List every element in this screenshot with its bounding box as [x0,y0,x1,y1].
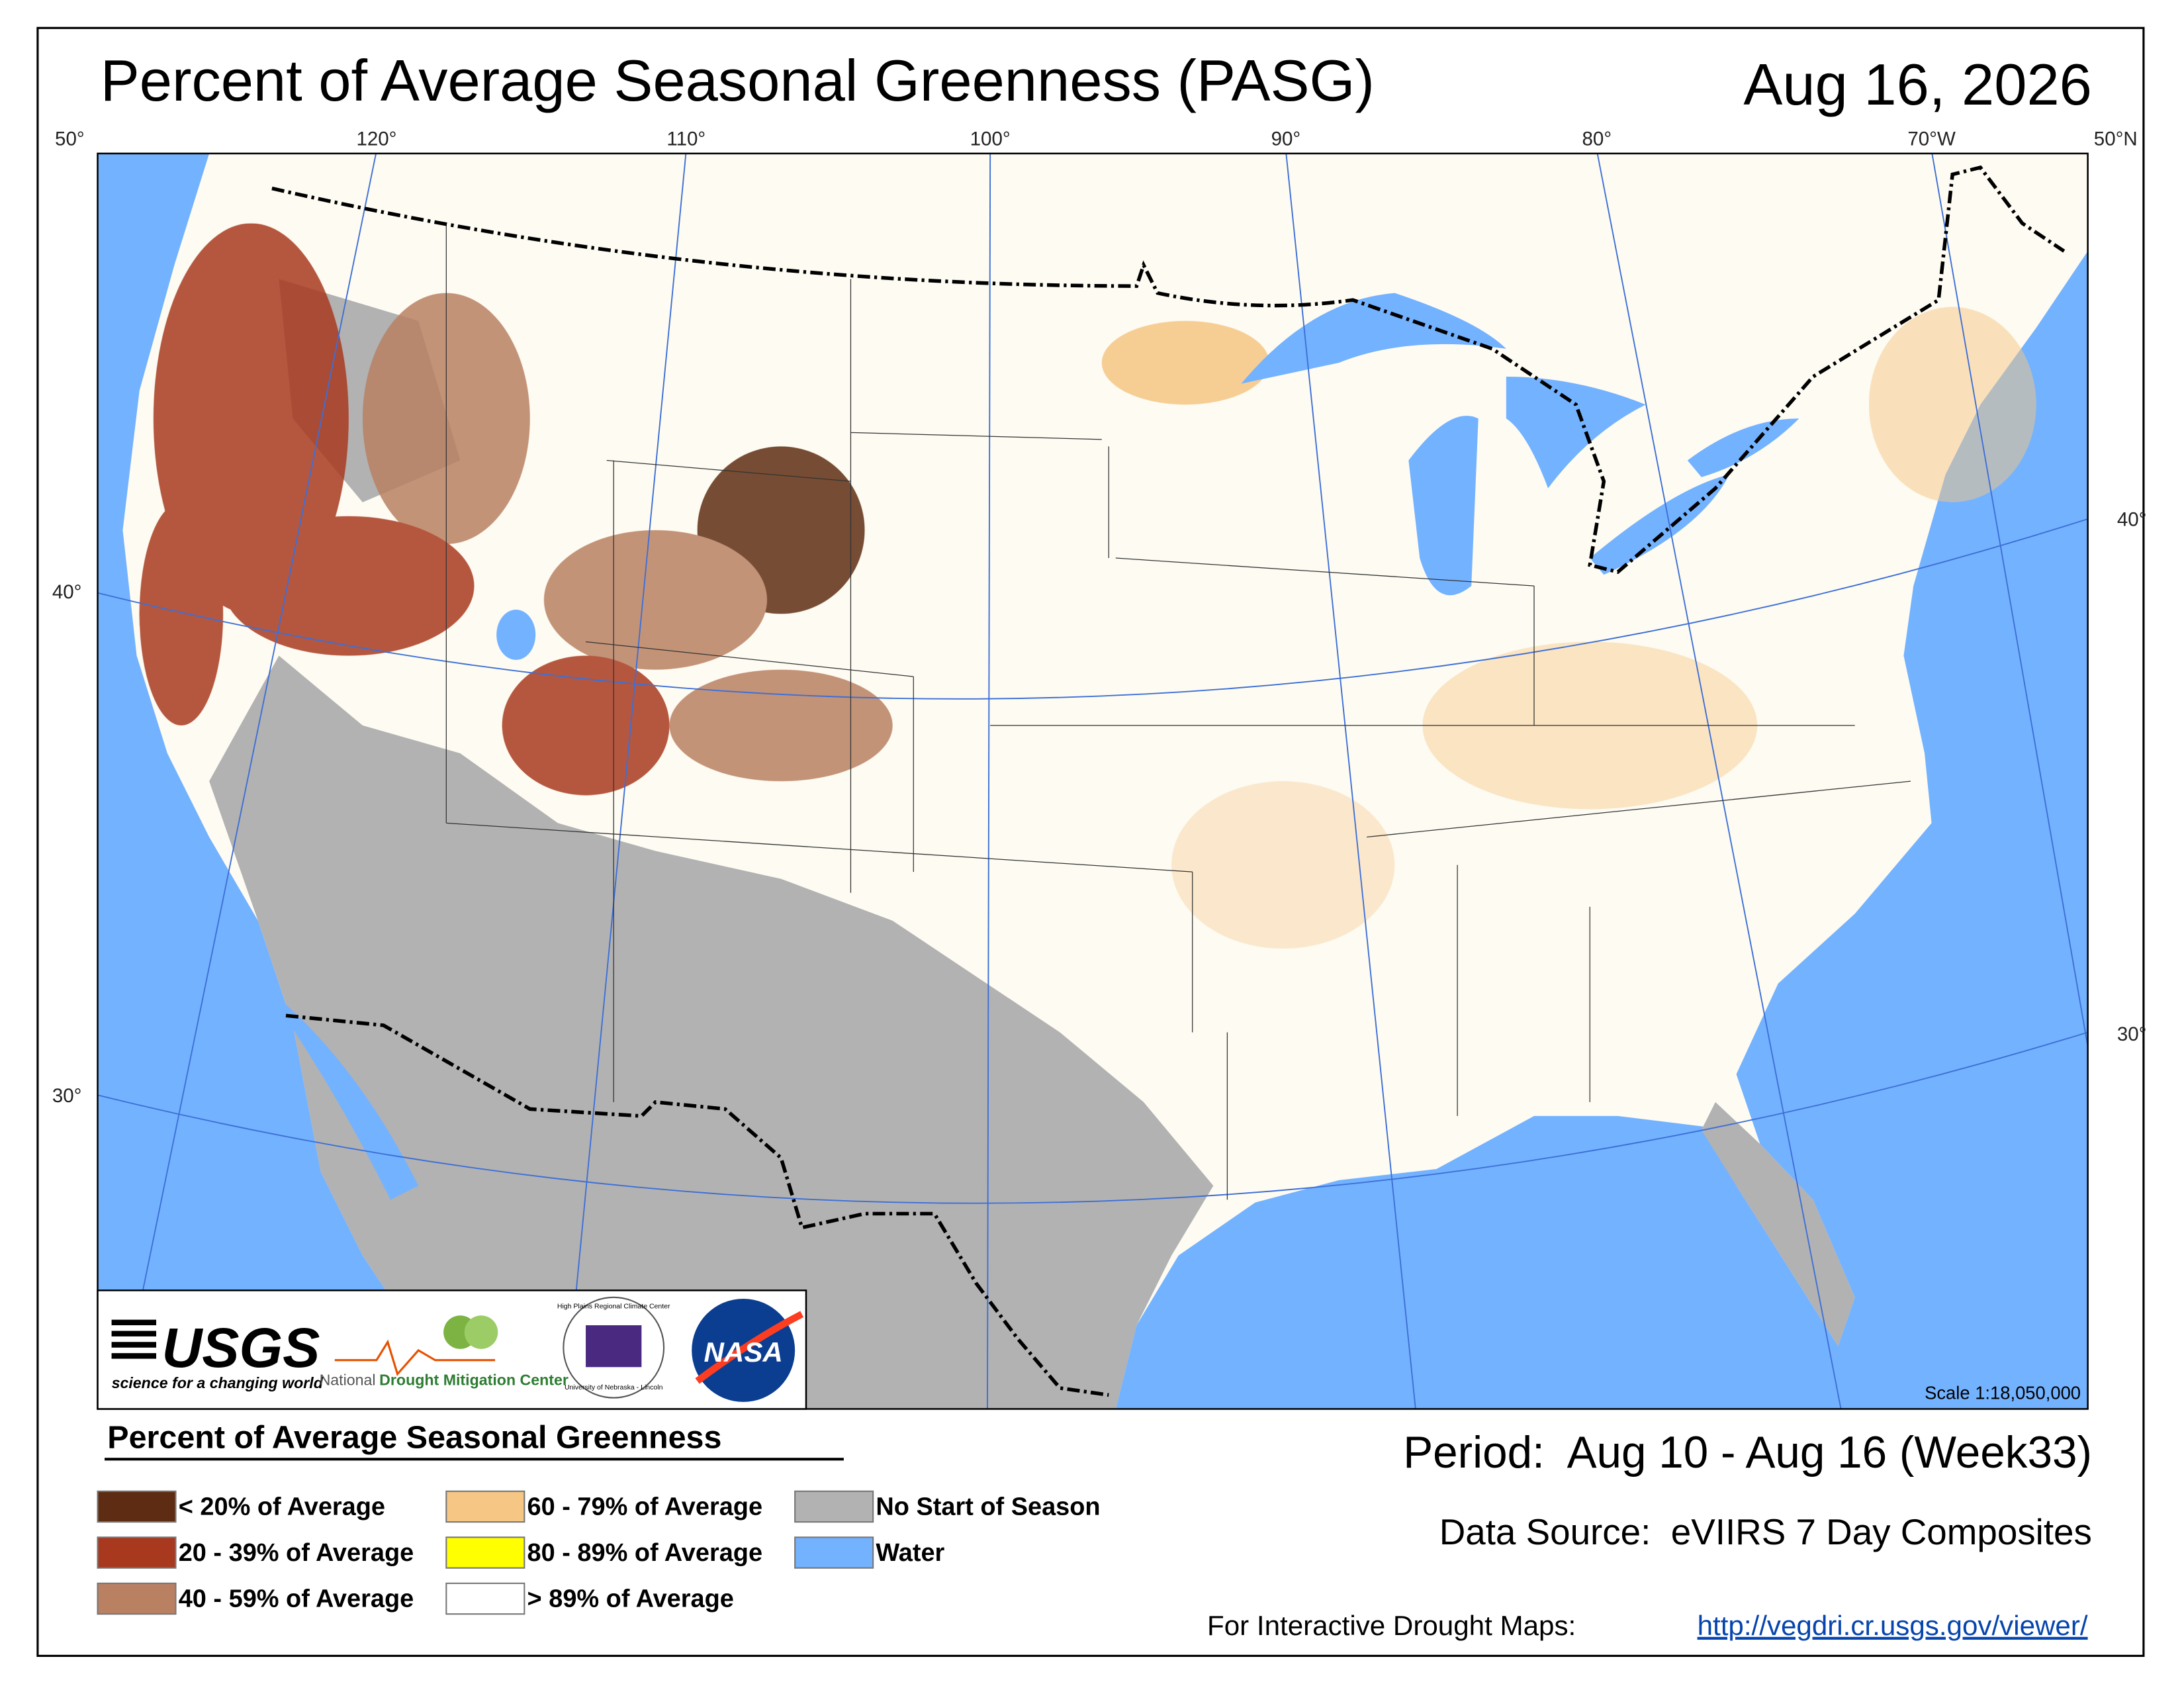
intl-border-south [285,1013,1109,1397]
legend-label: > 89% of Average [527,1585,734,1613]
state-lines [445,223,1911,1200]
lon-label: 90° [1271,128,1301,150]
scale: Scale 1:18,050,000 [1925,1383,2081,1403]
lakes [285,293,1799,1200]
title: Percent of Average Seasonal Greenness (P… [101,48,1375,113]
hprcc: High Plains Regional Climate Center [557,1303,670,1311]
usgs-tagline: science for a changing world [112,1374,324,1391]
ndmc-line [334,1339,496,1376]
ndmc-tree [464,1315,498,1349]
legend-swatch [445,1582,525,1615]
legend-label: 40 - 59% of Average [179,1585,414,1613]
legend-swatch [97,1536,177,1569]
lat-labels: 40° 30° 40° 30° [52,509,2147,1107]
period: Period: Aug 10 - Aug 16 (Week33) [1403,1428,2092,1477]
hprcc-sub: University of Nebraska - Lincoln [565,1383,663,1391]
map [97,153,2088,1409]
hprcc-map [586,1325,642,1368]
data-source: Data Source: eVIIRS 7 Day Composites [1439,1511,2092,1552]
no-season [209,655,1214,1409]
ndmc: Drought Mitigation Center [379,1372,569,1389]
lon-label: 110° [666,128,705,150]
usgs: USGS [161,1317,320,1379]
lat-label: 30° [2117,1023,2147,1045]
lon-label: 80° [1582,128,1612,150]
lon-label: 50° [55,128,85,150]
legend-label: 60 - 79% of Average [527,1493,763,1521]
logos: USGS science for a changing world Nation… [97,1289,807,1410]
interactive-label: For Interactive Drought Maps: [1207,1610,1576,1641]
legend-swatch [794,1536,874,1569]
lat-label: 40° [52,581,82,603]
lon-labels: 50° 120° 110° 100° 90° 80° 70°W 50°N [55,128,2138,150]
legend-swatch [445,1536,525,1569]
lon-label: 120° [356,128,396,150]
legend-label: Water [876,1539,944,1567]
ndmc-prefix: National [320,1372,376,1389]
legend-swatch [97,1490,177,1523]
usgs-waves [111,1319,157,1359]
graticule [97,153,2088,1409]
link[interactable]: http://vegdri.cr.usgs.gov/viewer/ [1698,1610,2088,1641]
map-frame [97,152,2089,1410]
legend-title: Percent of Average Seasonal Greenness [107,1419,721,1455]
legend-swatch [97,1582,177,1615]
legend: < 20% of Average 20 - 39% of Average 40 - … [97,1490,1101,1615]
legend-label: < 20% of Average [179,1493,385,1521]
logo-box [97,1289,807,1410]
lat-label: 30° [52,1085,82,1107]
lon-label: 50°N [2094,128,2138,150]
legend-swatch [445,1490,525,1523]
lat-label: 40° [2117,509,2147,531]
legend-label: 20 - 39% of Average [179,1539,414,1567]
legend-label: No Start of Season [876,1493,1100,1521]
lon-label: 100° [970,128,1011,150]
legend-swatch [794,1490,874,1523]
nasa: NASA [704,1336,782,1368]
intl-border-north [271,165,2066,575]
date: Aug 16, 2026 [1743,52,2092,117]
legend-label: 80 - 89% of Average [527,1539,763,1567]
scale-bg [1896,1376,2085,1405]
nasa-swoosh [695,1311,804,1384]
lon-label: 70°W [1907,128,1956,150]
